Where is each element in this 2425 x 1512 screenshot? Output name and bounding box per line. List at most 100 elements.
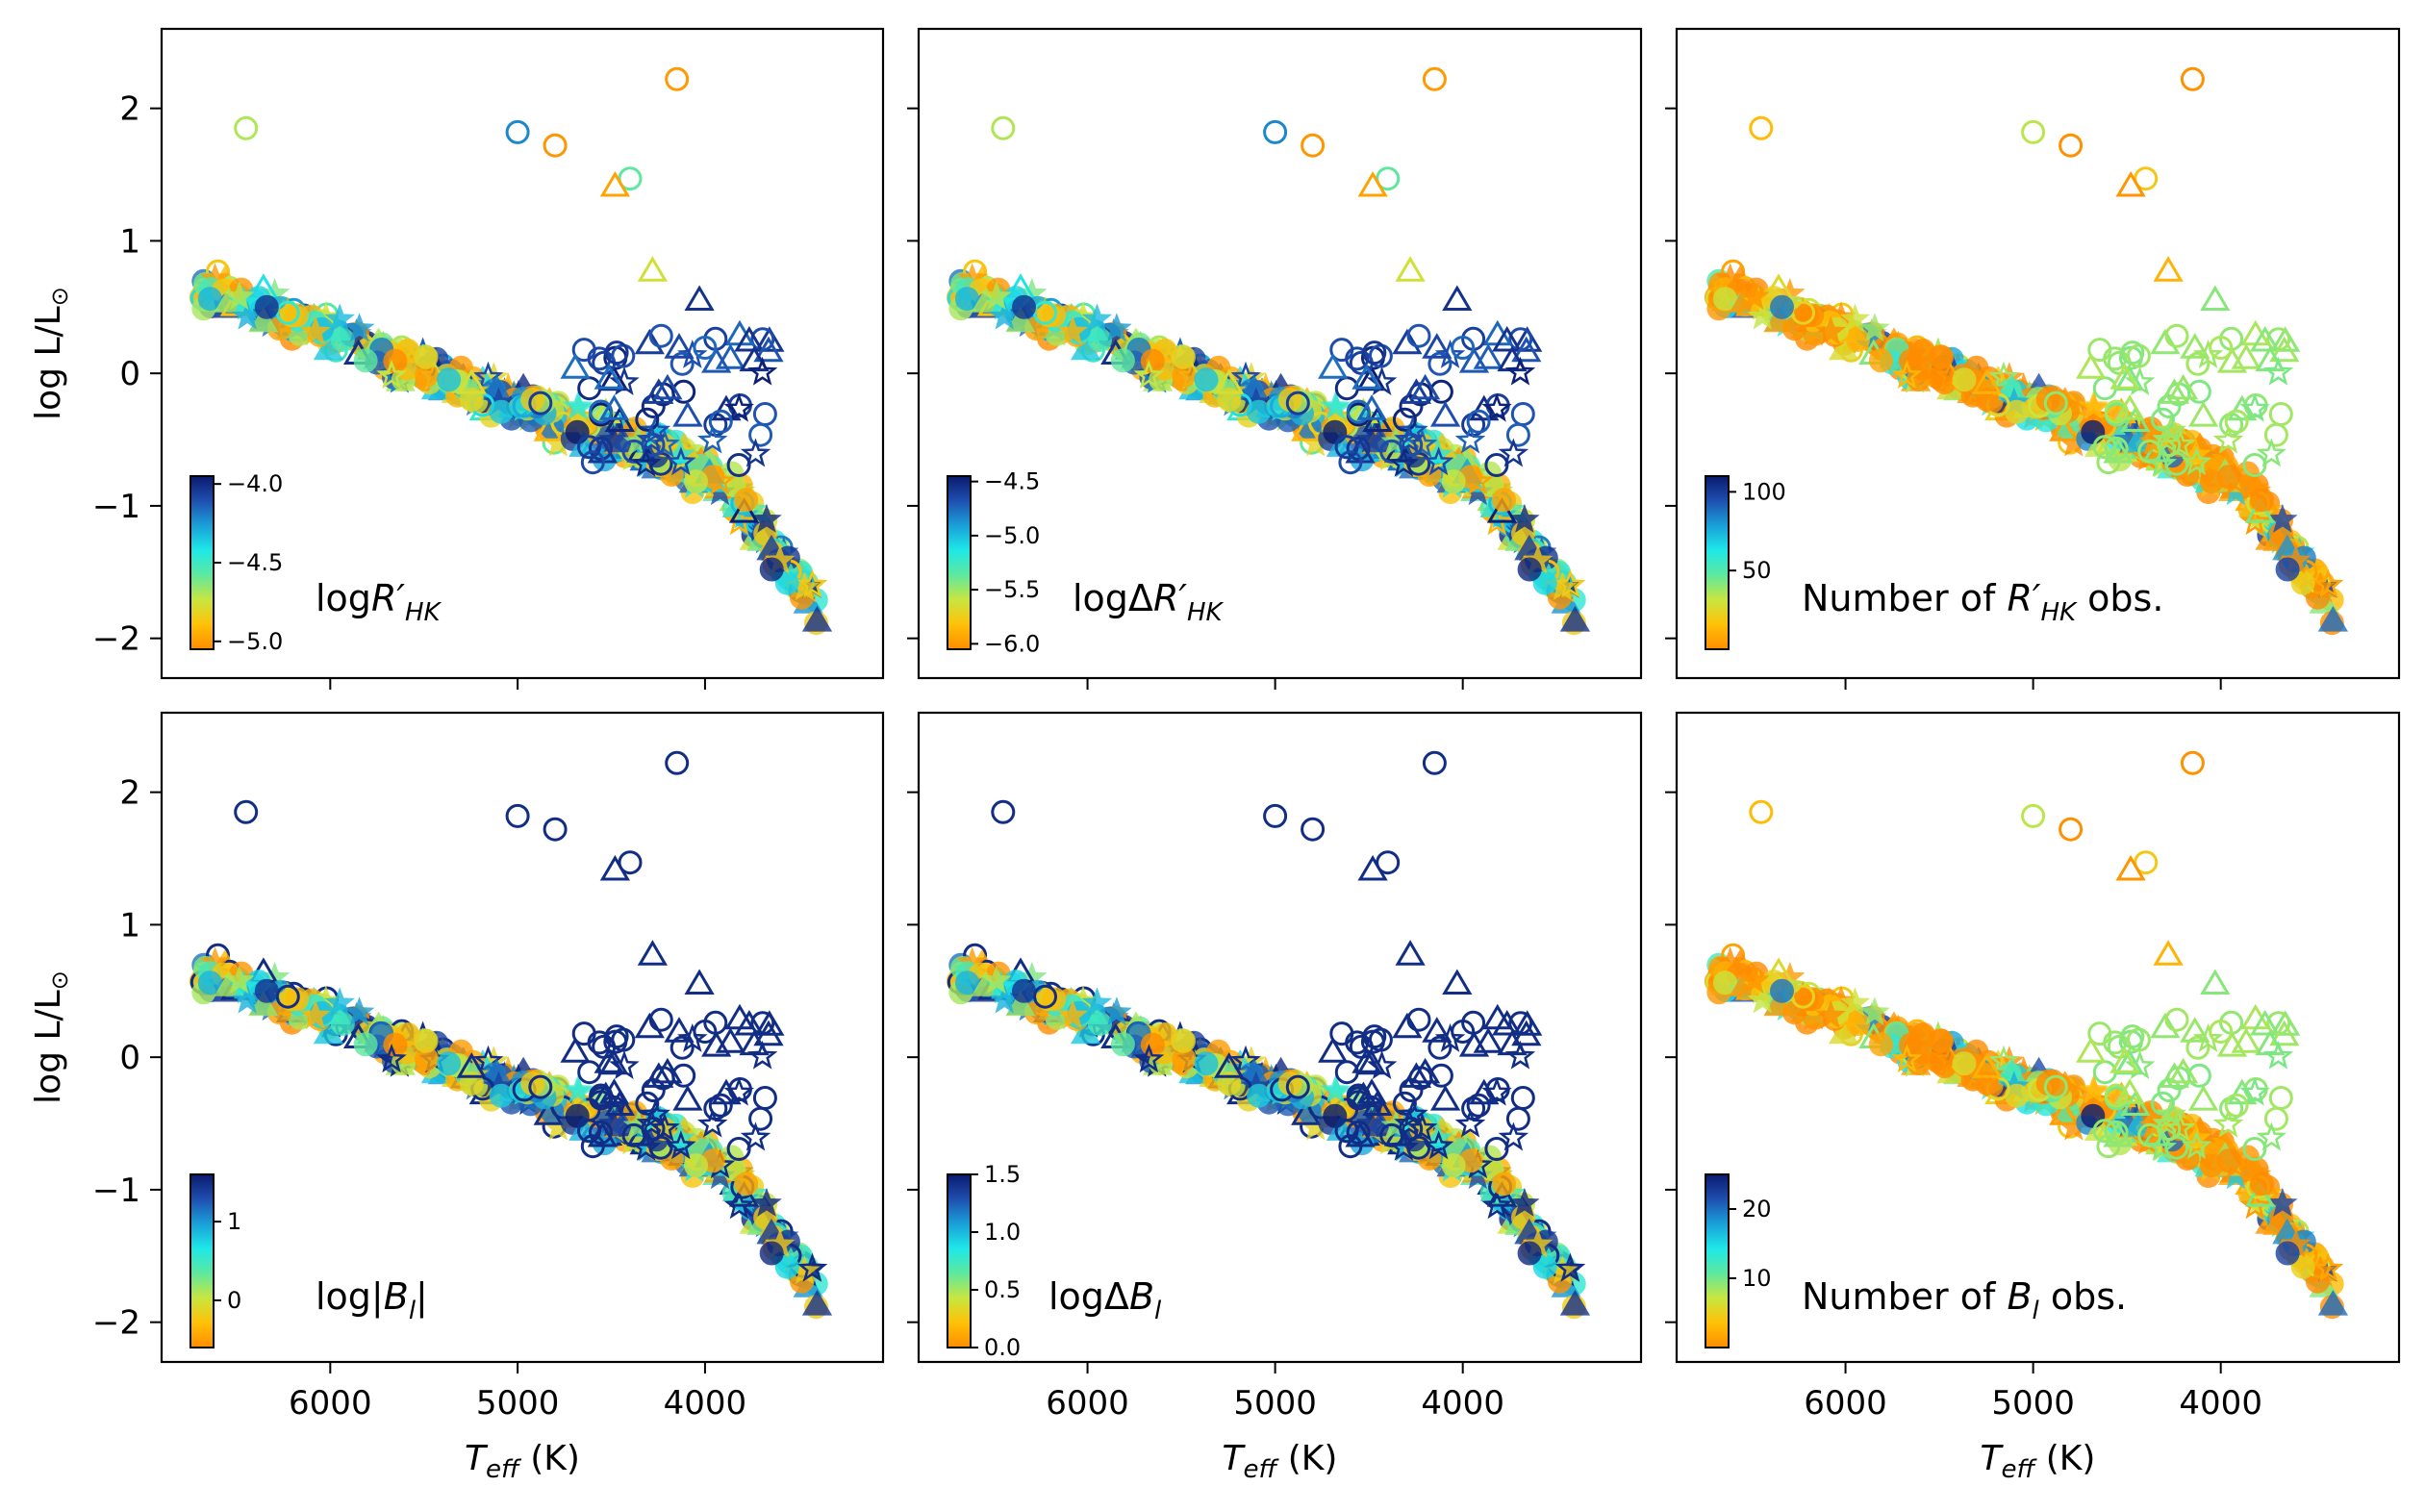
- data-point-circle: [759, 1241, 784, 1266]
- data-point-circle: [2268, 1086, 2293, 1110]
- data-point-circle: [543, 133, 568, 158]
- data-point-triangle: [2200, 969, 2231, 995]
- data-point-triangle: [739, 345, 770, 372]
- y-tick-label: 1: [119, 222, 140, 261]
- data-point-circle: [580, 450, 605, 475]
- x-tick-label: 6000: [1046, 1384, 1129, 1423]
- data-point-star: [2262, 1040, 2294, 1070]
- data-point-triangle: [1497, 1029, 1528, 1056]
- data-point-circle: [1376, 166, 1401, 191]
- plot-frame: [917, 27, 1643, 680]
- data-point-star: [1394, 423, 1425, 453]
- data-point-triangle: [1392, 1012, 1423, 1039]
- data-point-star: [2262, 356, 2294, 386]
- data-point-triangle: [1357, 170, 1388, 197]
- data-point-triangle: [594, 364, 624, 390]
- data-point-circle: [528, 1074, 553, 1099]
- data-point-star: [1481, 1190, 1512, 1220]
- data-point-triangle: [1492, 1009, 1523, 1036]
- data-point-star: [740, 438, 771, 467]
- data-point-circle: [505, 119, 530, 144]
- data-point-circle: [2104, 399, 2129, 424]
- data-point-triangle: [734, 325, 765, 352]
- data-point-triangle: [753, 336, 784, 363]
- y-tick-label: −1: [92, 1172, 140, 1210]
- data-point-triangle: [2115, 170, 2146, 197]
- data-point-circle: [1301, 133, 1326, 158]
- plot-frame: [160, 711, 885, 1364]
- data-point-triangle: [672, 401, 703, 427]
- data-point-triangle: [1511, 1020, 1542, 1046]
- data-point-circle: [1172, 344, 1196, 369]
- data-point-star: [1081, 303, 1113, 333]
- panel-nrhk: 100 50 Number of R′HK obs.: [1665, 27, 2401, 690]
- x-tick-label: 4000: [664, 1384, 747, 1423]
- data-point-circle: [1492, 1172, 1516, 1197]
- data-point-triangle: [1442, 969, 1473, 995]
- y-tick-label: 0: [119, 355, 140, 393]
- data-point-circle: [648, 323, 673, 348]
- data-point-triangle: [1482, 319, 1513, 346]
- data-point-circle: [1140, 348, 1165, 373]
- colorbar-tick-label: −5.5: [984, 576, 1040, 603]
- colorbar-tick-label: −4.0: [227, 470, 283, 497]
- data-point-circle: [589, 1083, 614, 1108]
- data-point-triangle: [2240, 319, 2271, 346]
- data-point-star: [1454, 1108, 1486, 1138]
- y-tick-label: −1: [92, 488, 140, 526]
- data-point-circle: [2150, 407, 2175, 432]
- data-point-star: [376, 360, 407, 390]
- data-point-star: [562, 391, 594, 420]
- data-point-circle: [1517, 557, 1542, 582]
- data-point-triangle: [1356, 1078, 1387, 1104]
- data-point-triangle: [1395, 256, 1426, 282]
- data-point-triangle: [1357, 854, 1388, 881]
- data-point-triangle: [2250, 325, 2281, 352]
- data-point-circle: [1338, 450, 1363, 475]
- data-point-triangle: [2187, 401, 2219, 427]
- data-point-circle: [693, 336, 718, 360]
- data-point-star: [1057, 999, 1088, 1029]
- data-point-triangle: [1422, 333, 1452, 359]
- y-tick-label: −2: [92, 620, 140, 659]
- data-point-circle: [1247, 1083, 1272, 1108]
- data-point-triangle: [1409, 373, 1441, 400]
- data-point-triangle: [1356, 394, 1387, 420]
- data-point-circle: [1140, 1032, 1165, 1057]
- data-point-circle: [234, 799, 259, 824]
- colorbar-tick-label: 1.5: [984, 1161, 1021, 1188]
- data-point-star: [1815, 315, 1846, 345]
- data-point-triangle: [560, 353, 591, 379]
- data-point-circle: [2081, 419, 2106, 444]
- data-point-circle: [2263, 1106, 2288, 1131]
- data-point-triangle: [1318, 353, 1349, 379]
- data-point-triangle: [2167, 373, 2199, 400]
- data-point-circle: [1346, 1083, 1371, 1108]
- colorbar-tick-label: −5.0: [984, 522, 1040, 549]
- data-point-circle: [1484, 1137, 1509, 1161]
- data-point-triangle: [2153, 940, 2184, 966]
- data-point-star: [2212, 1108, 2244, 1138]
- colorbar: [947, 475, 972, 650]
- y-axis-title: log L/L⊙: [29, 970, 73, 1104]
- data-point-circle: [1301, 817, 1326, 842]
- colorbar: [947, 1173, 972, 1348]
- data-point-triangle: [2255, 345, 2286, 372]
- plot-frame: [1675, 711, 2401, 1364]
- data-point-star: [300, 315, 331, 345]
- data-point-circle: [2021, 119, 2046, 144]
- data-point-triangle: [2076, 353, 2107, 379]
- data-point-circle: [734, 488, 759, 513]
- colorbar-tick-label: 0.5: [984, 1276, 1021, 1303]
- data-point-triangle: [1458, 347, 1490, 373]
- colorbar-label: log|Bl|: [316, 1275, 428, 1325]
- scatter-points: [189, 66, 833, 636]
- data-point-triangle: [652, 373, 683, 400]
- data-point-circle: [1172, 1028, 1196, 1053]
- data-point-star: [1554, 1252, 1586, 1282]
- data-point-triangle: [2115, 854, 2146, 881]
- data-point-triangle: [754, 1010, 785, 1036]
- data-point-triangle: [2150, 328, 2181, 355]
- data-point-triangle: [644, 378, 674, 404]
- data-point-triangle: [801, 1290, 833, 1316]
